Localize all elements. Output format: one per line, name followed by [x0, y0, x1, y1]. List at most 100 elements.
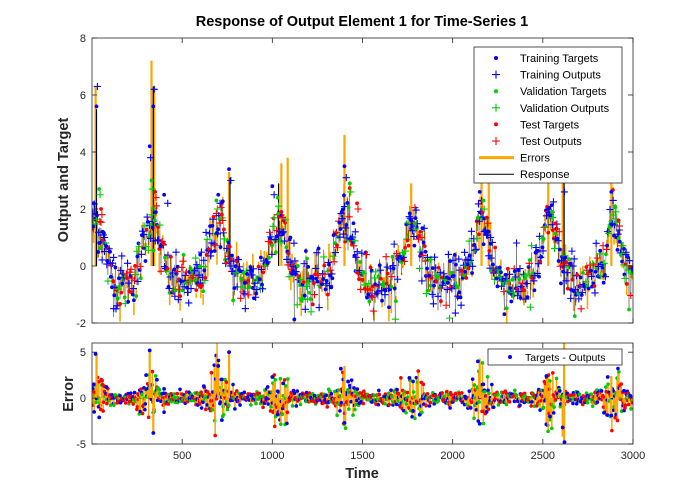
error-point [199, 406, 204, 410]
validation-target-point [305, 256, 309, 261]
training-target-point [495, 284, 500, 289]
error-point [569, 393, 574, 398]
training-output-point [280, 237, 289, 245]
targets-minus-outputs-point [411, 409, 415, 413]
error-point [615, 418, 620, 423]
test-target-point [429, 276, 434, 280]
series-point [354, 205, 362, 213]
error-point [389, 388, 393, 392]
error-point [383, 401, 387, 406]
test-output-point [442, 301, 450, 309]
training-output-point [240, 290, 248, 298]
x-tick-label: 500 [173, 450, 191, 462]
training-target-point [321, 277, 326, 281]
training-target-point [467, 253, 472, 258]
training-target-point [337, 220, 342, 225]
training-target-point [143, 259, 148, 263]
error-point [279, 422, 283, 426]
error-point [261, 405, 265, 410]
targets-minus-outputs-point [622, 388, 626, 393]
training-target-point [327, 262, 331, 267]
validation-target-point [273, 250, 278, 255]
test-target-point [111, 279, 116, 284]
error-point [571, 401, 575, 406]
training-target-point [136, 241, 141, 246]
training-output-point [514, 292, 522, 300]
training-target-point [218, 245, 223, 249]
training-target-point [425, 266, 429, 271]
test-target-point [119, 290, 124, 295]
validation-output-point [402, 247, 410, 255]
training-target-point [452, 252, 457, 257]
training-target-point [137, 268, 142, 272]
training-output-point [210, 240, 218, 248]
validation-target-point [152, 218, 157, 223]
training-target-point [323, 287, 328, 292]
error-point [546, 429, 550, 434]
series-point [279, 209, 284, 214]
validation-target-point [98, 246, 103, 250]
test-target-point [493, 245, 498, 250]
series-point [200, 256, 208, 264]
validation-output-point [589, 260, 597, 268]
validation-target-point [163, 255, 167, 260]
error-point [472, 416, 476, 421]
error-point [213, 433, 218, 438]
training-output-point [516, 264, 524, 273]
validation-output-point [104, 277, 112, 285]
validation-output-point [186, 277, 194, 286]
training-target-point [293, 272, 298, 276]
test-target-point [538, 259, 543, 264]
training-output-point [235, 263, 244, 271]
training-output-point [125, 279, 133, 287]
training-target-point [605, 243, 610, 248]
error-point [199, 390, 203, 394]
targets-minus-outputs-point [548, 414, 552, 419]
error-point [101, 400, 106, 404]
error-point [553, 397, 558, 402]
validation-target-point [517, 277, 522, 281]
error-point [529, 404, 534, 408]
error-point [162, 410, 166, 415]
training-output-point [165, 284, 173, 293]
error-point [449, 392, 454, 397]
series-point [613, 204, 617, 209]
test-target-point [234, 259, 239, 264]
test-target-point [335, 243, 339, 248]
test-target-point [227, 244, 232, 249]
training-target-point [518, 296, 523, 300]
training-output-point [92, 209, 97, 218]
error-point [416, 369, 421, 373]
error-point [123, 401, 128, 405]
error-point [554, 376, 559, 381]
error-point [290, 404, 295, 408]
training-target-point [209, 249, 214, 254]
validation-output-point [148, 211, 156, 219]
validation-target-point [307, 290, 312, 295]
error-point [606, 382, 610, 386]
validation-output-point [621, 274, 629, 283]
validation-output-point [370, 274, 379, 282]
training-output-point [420, 224, 428, 232]
error-point [387, 402, 391, 407]
error-point [101, 409, 105, 413]
series-point [553, 221, 558, 226]
series-point [213, 205, 221, 213]
validation-target-point [510, 277, 515, 282]
error-point [287, 398, 292, 403]
training-target-point [568, 261, 573, 266]
training-target-point [328, 273, 333, 278]
training-target-point [175, 264, 180, 269]
training-output-point [181, 271, 189, 280]
error-point [294, 404, 299, 408]
validation-target-point [389, 284, 394, 289]
error-point [347, 407, 351, 411]
training-target-point [407, 211, 412, 216]
series-point [100, 229, 105, 234]
x-tick-label: 1000 [260, 450, 284, 462]
error-point [339, 400, 344, 405]
test-output-point [369, 307, 377, 315]
test-output-point [500, 288, 508, 296]
error-point [402, 390, 407, 394]
